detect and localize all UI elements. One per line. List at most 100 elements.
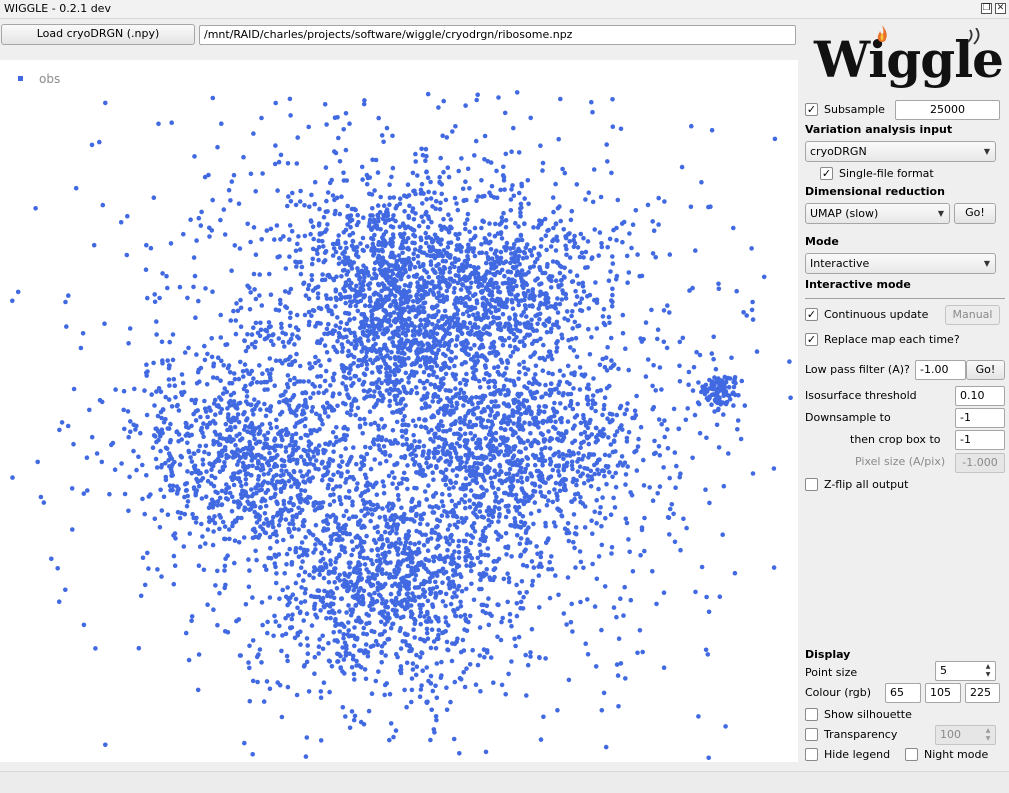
scatter-point (281, 498, 287, 504)
scatter-point (38, 494, 44, 500)
scatter-point (444, 281, 450, 286)
scatter-point (523, 306, 528, 312)
scatter-point (449, 225, 454, 231)
scatter-point (232, 424, 238, 430)
scatter-point (315, 501, 321, 506)
scatter-point (403, 290, 409, 296)
scatter-point (343, 653, 349, 658)
scatter-point (247, 665, 252, 671)
scatter-point (445, 165, 451, 170)
scatter-point (277, 412, 283, 417)
load-cryodrgn-button[interactable]: Load cryoDRGN (.npy) (1, 24, 195, 45)
scatter-point (404, 586, 410, 591)
file-path-field[interactable]: /mnt/RAID/charles/projects/software/wigg… (199, 25, 796, 45)
scatter-point (185, 440, 190, 446)
scatter-point (167, 383, 172, 388)
scatter-point (453, 376, 458, 382)
close-icon[interactable]: ✕ (995, 3, 1006, 14)
scatter-point (352, 677, 357, 682)
scatter-point (294, 692, 300, 698)
scatter-point (511, 453, 517, 459)
scatter-point (543, 480, 548, 486)
scatter-point (288, 310, 293, 316)
scatter-point (525, 367, 531, 372)
scatter-point (543, 233, 549, 238)
scatter-point (423, 230, 429, 236)
scatter-point (205, 478, 211, 484)
scatter-point (436, 636, 441, 641)
scatter-point (346, 311, 352, 316)
scatter-point (214, 432, 219, 437)
scatter-point (556, 390, 562, 396)
scatter-point (367, 409, 373, 415)
scatter-point (324, 616, 329, 621)
scatter-point (392, 277, 397, 282)
scatter-point (555, 493, 560, 499)
scatter-point (476, 335, 482, 341)
scatter-point (428, 281, 434, 286)
scatter-point (376, 242, 381, 247)
scatter-point (462, 627, 467, 632)
scatter-point (492, 468, 497, 474)
scatter-point (241, 535, 247, 540)
scatter-point (406, 380, 411, 385)
scatter-point (388, 302, 394, 308)
scatter-plot[interactable] (0, 60, 798, 762)
scatter-point (421, 305, 426, 311)
scatter-point (518, 519, 524, 525)
scatter-point (191, 515, 196, 521)
scatter-point (272, 561, 278, 566)
scatter-point (338, 665, 344, 670)
scatter-point (496, 403, 501, 409)
scatter-point (432, 446, 438, 452)
scatter-point (468, 285, 473, 290)
scatter-point (201, 421, 206, 426)
scatter-point (170, 487, 175, 493)
scatter-point (390, 574, 396, 580)
scatter-point (521, 490, 527, 496)
scatter-point (271, 482, 277, 488)
scatter-point (343, 300, 349, 306)
scatter-point (447, 269, 453, 275)
scatter-point (390, 481, 395, 487)
scatter-point (479, 536, 485, 541)
scatter-point (472, 342, 477, 348)
scatter-point (392, 280, 397, 285)
scatter-point (320, 272, 325, 277)
scatter-point (323, 562, 329, 568)
scatter-point (376, 282, 382, 288)
scatter-point (711, 381, 717, 387)
scatter-point (202, 398, 207, 404)
scatter-point (346, 277, 352, 283)
scatter-point (508, 354, 513, 359)
scatter-point (515, 392, 520, 398)
scatter-point (359, 508, 364, 514)
scatter-point (471, 455, 477, 460)
scatter-point (291, 502, 296, 508)
scatter-point (557, 454, 562, 459)
scatter-point (586, 478, 591, 483)
scatter-point (445, 245, 451, 250)
scatter-point (511, 446, 516, 451)
scatter-point (573, 525, 579, 530)
scatter-point (517, 248, 523, 254)
scatter-point (479, 178, 484, 183)
scatter-point (641, 457, 646, 463)
scatter-point (477, 329, 482, 335)
scatter-point (386, 549, 392, 555)
scatter-point (553, 301, 559, 307)
scatter-point (416, 444, 422, 450)
scatter-point (447, 579, 453, 585)
scatter-point (265, 630, 270, 636)
restore-icon[interactable]: ❐ (981, 3, 992, 14)
scatter-point (458, 277, 464, 282)
scatter-point (449, 555, 454, 561)
scatter-point (434, 323, 440, 328)
scatter-point (246, 584, 252, 590)
scatter-point (364, 362, 370, 367)
scatter-point (589, 405, 594, 411)
scatter-point (405, 327, 410, 333)
scatter-point (731, 390, 736, 396)
scatter-point (414, 292, 420, 297)
scatter-point (450, 641, 455, 646)
